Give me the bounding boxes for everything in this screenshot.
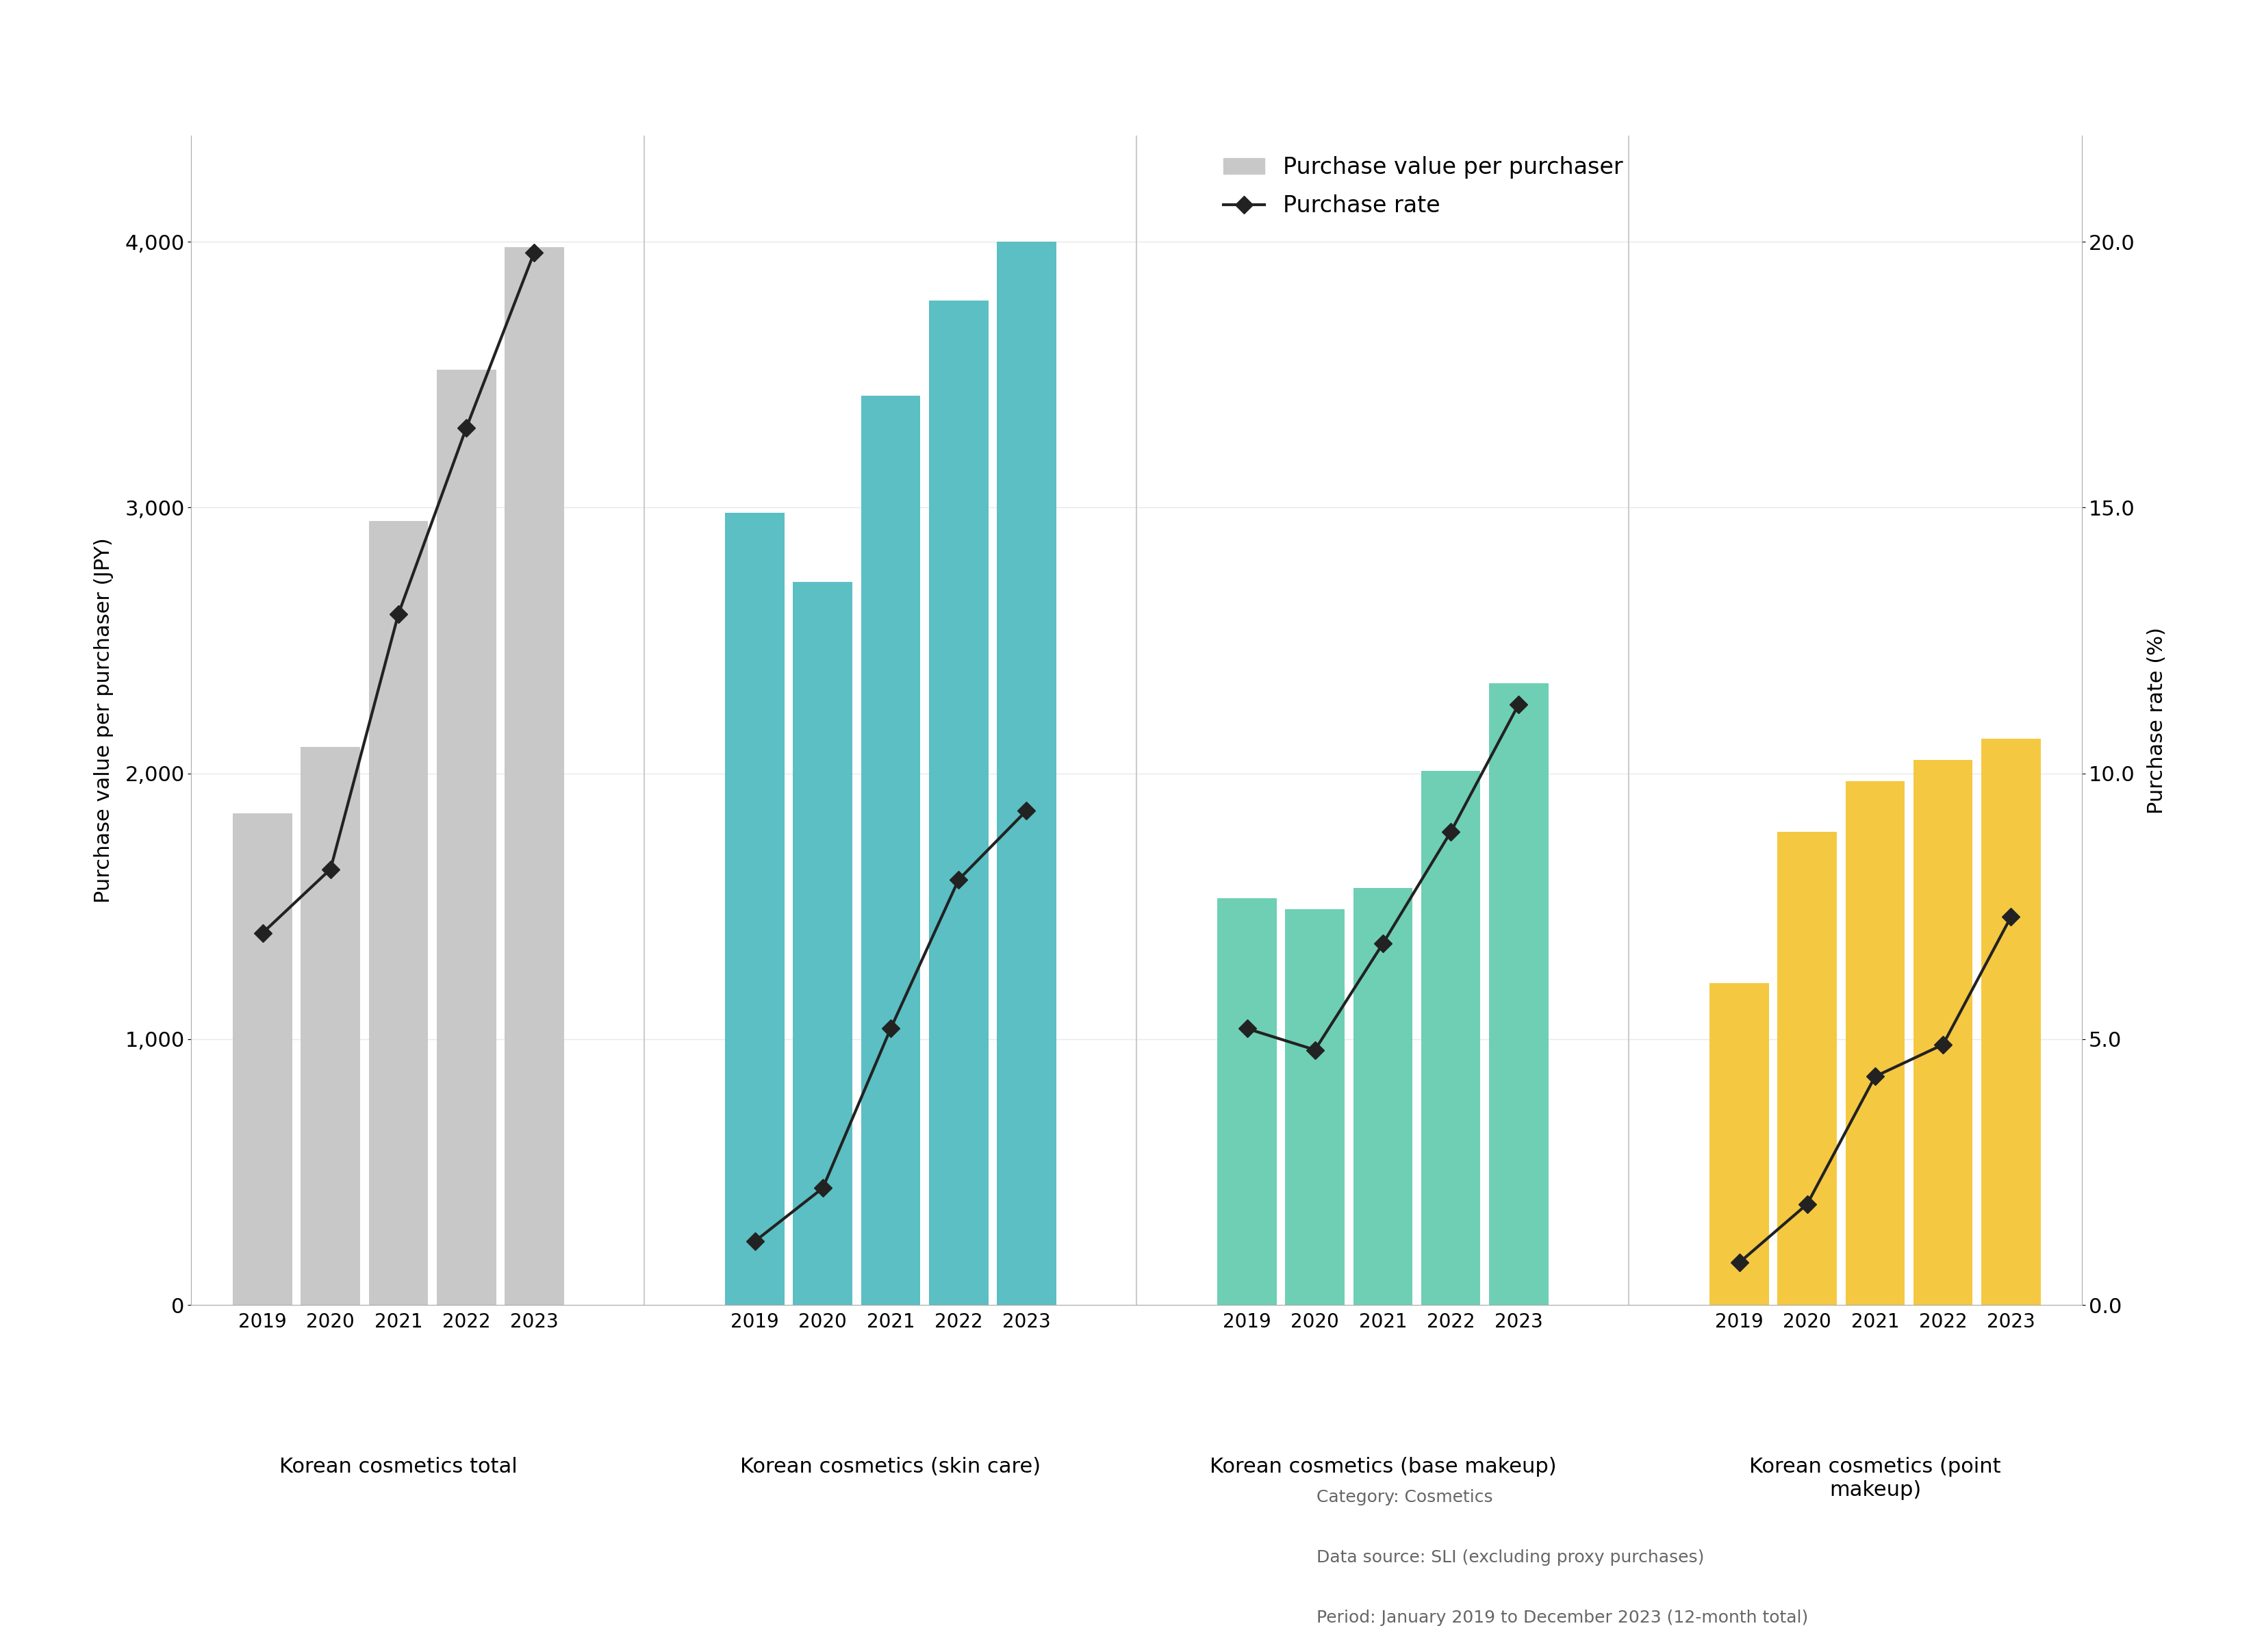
Bar — [232, 813, 293, 1305]
Text: Korean cosmetics (skin care): Korean cosmetics (skin care) — [741, 1457, 1040, 1477]
Bar — [1285, 909, 1344, 1305]
Bar — [1218, 899, 1276, 1305]
Text: Korean cosmetics total: Korean cosmetics total — [279, 1457, 518, 1477]
Text: Category: Cosmetics: Category: Cosmetics — [1317, 1488, 1492, 1505]
Text: Data source: SLI (excluding proxy purchases): Data source: SLI (excluding proxy purcha… — [1317, 1550, 1704, 1566]
Bar — [997, 241, 1056, 1305]
Bar — [792, 582, 853, 1305]
Bar — [1981, 738, 2042, 1305]
Bar — [1353, 887, 1414, 1305]
Bar — [1709, 983, 1769, 1305]
Y-axis label: Purchase rate (%): Purchase rate (%) — [2147, 626, 2165, 814]
Text: Korean cosmetics (point
makeup): Korean cosmetics (point makeup) — [1749, 1457, 2001, 1500]
Bar — [725, 512, 786, 1305]
Legend: Purchase value per purchaser, Purchase rate: Purchase value per purchaser, Purchase r… — [1213, 147, 1632, 226]
Text: Purchase Rate and Purchase Value per Purchaser by Category for Korean Cosmetics: Purchase Rate and Purchase Value per Pur… — [56, 50, 1769, 86]
Y-axis label: Purchase value per purchaser (JPY): Purchase value per purchaser (JPY) — [95, 537, 113, 904]
Bar — [1488, 682, 1549, 1305]
Bar — [930, 301, 988, 1305]
Bar — [302, 747, 360, 1305]
Bar — [1846, 781, 1904, 1305]
Bar — [1420, 771, 1481, 1305]
Text: Korean cosmetics (base makeup): Korean cosmetics (base makeup) — [1209, 1457, 1555, 1477]
Bar — [1778, 833, 1837, 1305]
Bar — [437, 370, 495, 1305]
Bar — [504, 248, 565, 1305]
Bar — [860, 396, 921, 1305]
Text: Period: January 2019 to December 2023 (12-month total): Period: January 2019 to December 2023 (1… — [1317, 1609, 1808, 1626]
Bar — [369, 520, 428, 1305]
Bar — [1913, 760, 1972, 1305]
